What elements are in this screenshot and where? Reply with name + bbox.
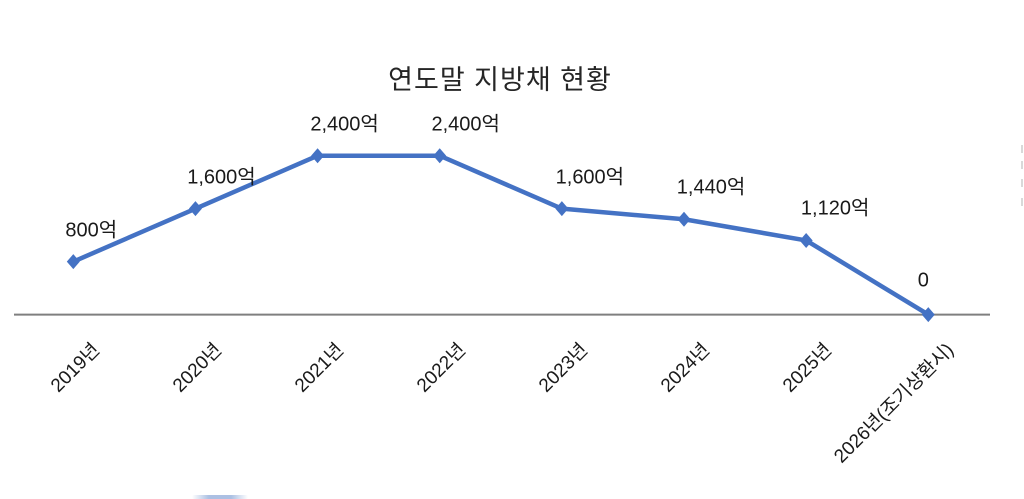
data-point-marker [188, 201, 202, 217]
data-label: 1,440억 [676, 176, 746, 199]
legend-marker-cutoff [192, 495, 248, 499]
series-line [72, 153, 930, 317]
data-label: 800억 [65, 219, 118, 242]
data-point-marker [66, 254, 80, 270]
right-edge-artifact [1021, 179, 1023, 187]
data-label: 2,400억 [310, 113, 379, 136]
data-point-marker [677, 211, 691, 227]
data-label: 0 [917, 269, 929, 292]
data-point-marker [433, 148, 447, 164]
data-point-marker [555, 201, 569, 217]
series-markers [66, 148, 935, 323]
right-edge-artifact [1021, 145, 1023, 153]
data-label: 1,600억 [187, 166, 256, 189]
data-label: 1,120억 [800, 197, 870, 220]
right-edge-artifact [1021, 198, 1023, 206]
data-point-marker [311, 148, 325, 164]
data-point-marker [921, 307, 935, 323]
chart-title: 연도말 지방채 현황 [388, 65, 612, 95]
data-point-marker [799, 232, 813, 248]
data-label: 1,600억 [555, 166, 625, 189]
data-label: 2,400억 [431, 113, 500, 136]
right-edge-artifact [1021, 161, 1023, 169]
